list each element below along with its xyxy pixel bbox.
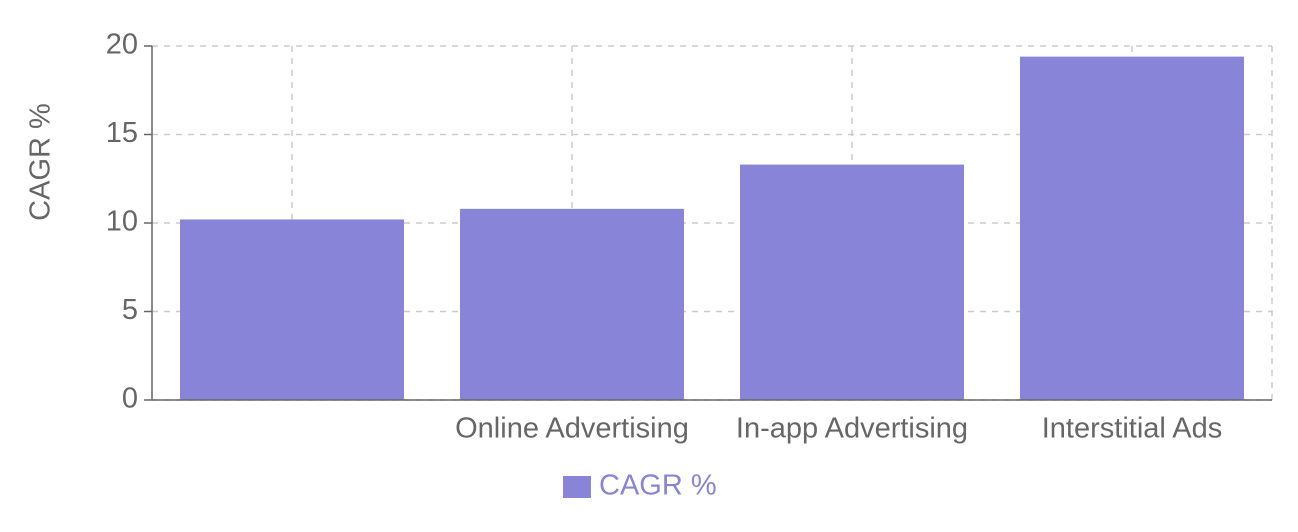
- bar: [740, 164, 964, 400]
- x-tick-label: Interstitial Ads: [1042, 413, 1223, 445]
- bar: [180, 219, 404, 400]
- y-tick-label: 10: [106, 206, 138, 238]
- y-tick-label: 20: [106, 29, 138, 61]
- y-axis-label: CAGR %: [25, 103, 57, 221]
- x-tick-label: In-app Advertising: [736, 413, 968, 445]
- y-tick-label: 0: [122, 383, 138, 415]
- legend-label: CAGR %: [599, 470, 717, 502]
- legend-swatch: [563, 476, 591, 498]
- x-tick-label: Online Advertising: [455, 413, 689, 445]
- bar: [460, 208, 684, 400]
- y-tick-label: 15: [106, 117, 138, 149]
- bar: [1020, 56, 1244, 401]
- y-tick-label: 5: [122, 294, 138, 326]
